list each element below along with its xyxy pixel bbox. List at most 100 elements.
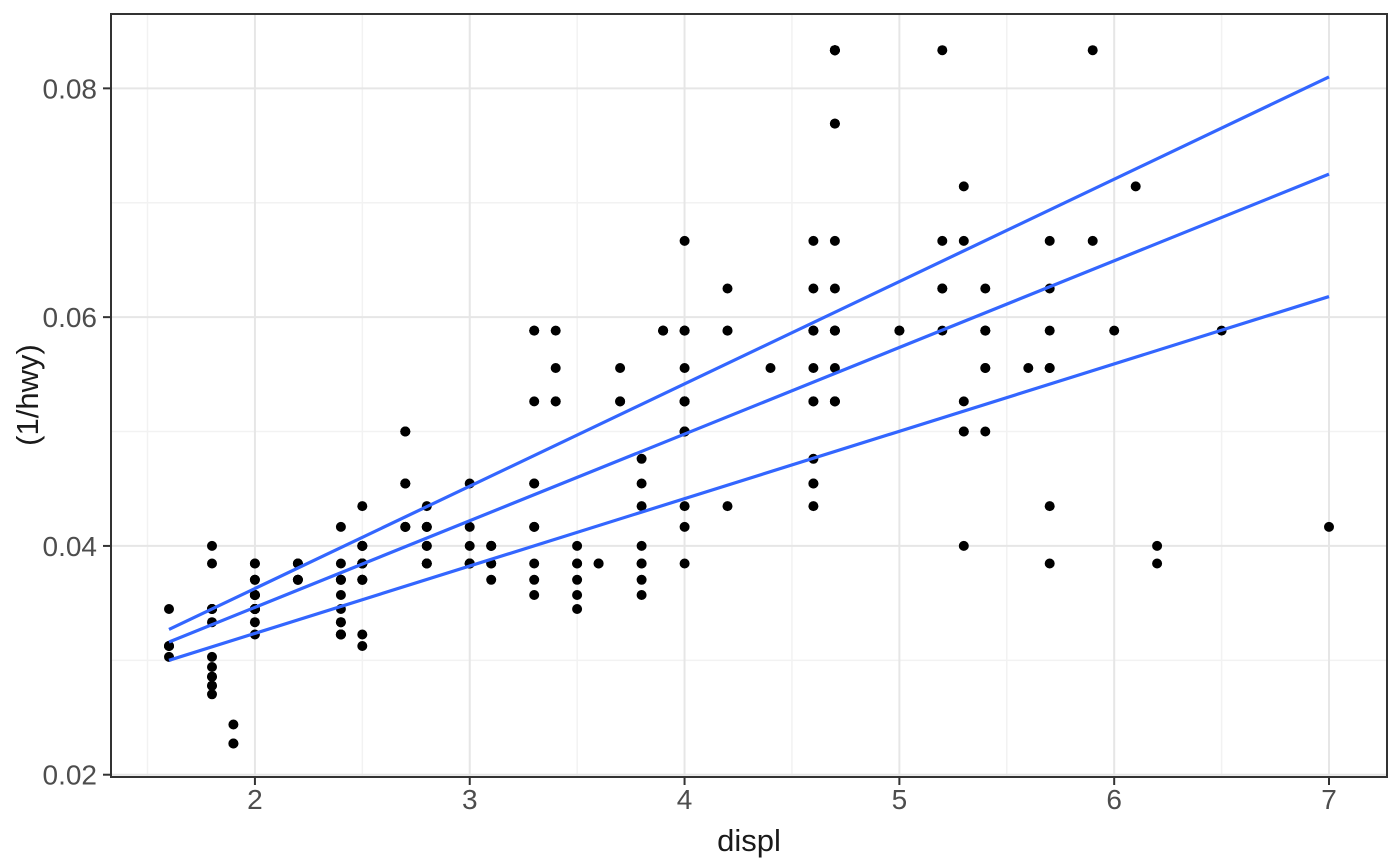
data-point (980, 363, 991, 373)
data-point (679, 521, 690, 532)
data-point (1044, 325, 1055, 336)
data-point (249, 590, 260, 600)
x-tick-label: 4 (677, 784, 693, 815)
data-point (400, 426, 411, 437)
data-point (400, 521, 411, 532)
panel-frame (110, 13, 1388, 778)
quantile-lines (168, 75, 1330, 662)
data-point (808, 501, 819, 512)
x-axis-title: displ (717, 823, 781, 858)
data-point (400, 478, 411, 489)
data-point (572, 540, 583, 551)
data-point (808, 325, 819, 336)
data-point (207, 558, 217, 569)
data-point (550, 396, 561, 407)
data-point (207, 671, 217, 682)
data-point (679, 558, 690, 569)
data-point (937, 235, 948, 246)
data-point (1044, 501, 1055, 512)
data-point (1109, 325, 1120, 336)
data-point (335, 521, 346, 532)
data-point (464, 540, 475, 551)
data-point (1023, 363, 1034, 373)
data-point (357, 540, 368, 551)
data-point (207, 680, 217, 691)
data-point (550, 325, 561, 336)
data-point (464, 521, 475, 532)
y-tick-label: 0.04 (43, 531, 98, 562)
data-point (829, 325, 840, 336)
data-point (249, 558, 260, 569)
data-point (765, 363, 776, 373)
data-point (958, 235, 969, 246)
data-point (958, 181, 969, 192)
data-point (292, 574, 303, 585)
y-tick-label: 0.08 (43, 73, 98, 104)
data-point (636, 558, 647, 569)
data-point (228, 738, 239, 749)
data-point (808, 283, 819, 294)
data-point (958, 426, 969, 437)
data-point (572, 558, 583, 569)
data-point (164, 641, 174, 651)
data-point (722, 501, 733, 512)
data-point (1087, 235, 1098, 246)
data-point (636, 501, 647, 512)
x-tick-label: 6 (1106, 784, 1122, 815)
data-point (808, 235, 819, 246)
x-tick-label: 5 (892, 784, 908, 815)
data-point (658, 325, 669, 336)
data-point (357, 501, 368, 512)
data-point (529, 574, 540, 585)
data-point (636, 590, 647, 600)
data-point (593, 558, 604, 569)
data-point (679, 396, 690, 407)
data-point (249, 574, 260, 585)
data-point (1044, 235, 1055, 246)
data-point (207, 651, 217, 662)
data-point (679, 501, 690, 512)
data-point (572, 574, 583, 585)
data-point (636, 478, 647, 489)
data-point (679, 325, 690, 336)
quantile-line-q25 (168, 295, 1330, 662)
y-axis-title: (1/hwy) (10, 344, 45, 446)
data-point (722, 283, 733, 294)
data-point (228, 719, 239, 730)
data-point (1324, 521, 1334, 532)
data-point (207, 689, 217, 700)
gridlines (111, 14, 1387, 777)
x-tick-label: 7 (1321, 784, 1337, 815)
y-tick-label: 0.02 (43, 760, 98, 791)
data-point (1044, 363, 1055, 373)
data-point (722, 325, 733, 336)
data-point (1130, 181, 1141, 192)
data-point (572, 604, 583, 614)
data-point (829, 118, 840, 129)
data-point (958, 540, 969, 551)
data-point (529, 558, 540, 569)
data-point (615, 363, 626, 373)
data-point (335, 617, 346, 628)
data-point (829, 396, 840, 407)
data-point (1044, 558, 1055, 569)
data-point (486, 540, 497, 551)
data-point (249, 617, 260, 628)
data-point (572, 590, 583, 600)
quantile-line-q50 (168, 172, 1330, 644)
data-point (529, 590, 540, 600)
data-point (894, 325, 905, 336)
data-point (357, 629, 368, 640)
data-point (529, 396, 540, 407)
data-point (958, 396, 969, 407)
data-point (1087, 45, 1098, 56)
data-point (335, 629, 346, 640)
axis-tick-labels: 2 3 4 5 6 7 0.02 0.04 0.06 0.08 (43, 73, 1337, 815)
data-point (829, 363, 840, 373)
data-point (636, 574, 647, 585)
data-point (550, 363, 561, 373)
data-point (829, 283, 840, 294)
data-point (207, 662, 217, 672)
data-point (808, 363, 819, 373)
